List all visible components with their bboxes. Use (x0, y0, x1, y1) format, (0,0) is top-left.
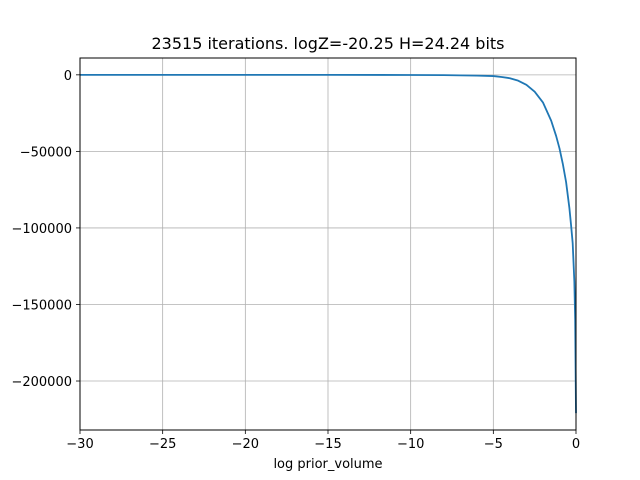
y-tick-label: 0 (64, 69, 72, 84)
y-tick-label: −150000 (11, 298, 72, 313)
y-tick-label: −200000 (11, 375, 72, 390)
series-line (80, 73, 577, 414)
x-tick-label: −30 (66, 437, 93, 452)
x-tick-label: 0 (572, 437, 580, 452)
x-tick-label: −20 (232, 437, 259, 452)
chart-title: 23515 iterations. logZ=-20.25 H=24.24 bi… (151, 34, 504, 53)
y-tick-label: −100000 (11, 222, 72, 237)
x-tick-label: −15 (314, 437, 341, 452)
y-tick-label: −50000 (20, 145, 72, 160)
x-tick-label: −25 (149, 437, 176, 452)
x-axis-label: log prior_volume (273, 457, 382, 472)
x-tick-label: −5 (484, 437, 503, 452)
series-layer (80, 73, 577, 414)
ticks: −30 −25 −20 −15 −10 −5 0 0 −50000 −100000 −150000 −… (11, 69, 580, 452)
grid (79, 58, 577, 430)
x-tick-label: −10 (397, 437, 424, 452)
